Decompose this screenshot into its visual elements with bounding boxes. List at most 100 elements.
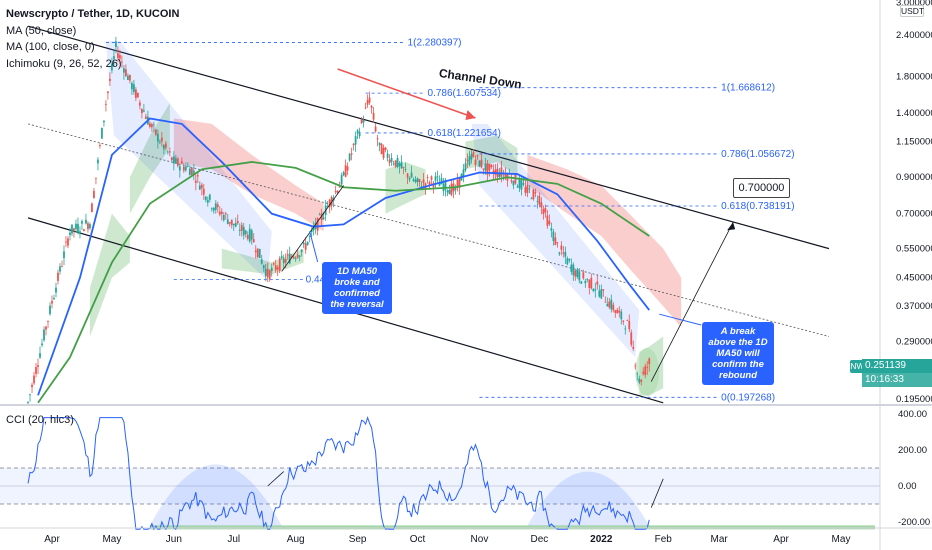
candle-body [248, 228, 251, 242]
candle-body [440, 178, 443, 185]
candle-body [180, 161, 183, 164]
candle-body [550, 228, 553, 231]
candle-body [354, 136, 357, 145]
candle-body [280, 256, 283, 259]
candle-body [582, 272, 585, 279]
cci-pane: 400.00 200.00 0.00 -200.00 [0, 409, 930, 531]
candle-body [178, 166, 181, 171]
legend-ma100[interactable]: MA (100, close, 0) [6, 41, 95, 53]
candle-body [240, 224, 243, 231]
candle-body [554, 237, 557, 246]
channel-upper-line [27, 25, 830, 250]
candle-body [258, 248, 261, 258]
candle-body [630, 332, 633, 345]
y-tick-label: 1.400000 [896, 108, 932, 119]
candle-body [316, 218, 319, 231]
candle-body [254, 250, 257, 253]
candle-body [236, 221, 239, 224]
y-tick-label: 1.150000 [896, 137, 932, 148]
candle-body [67, 238, 69, 246]
candle-body [632, 346, 635, 349]
candle-body [208, 194, 211, 200]
candle-body [115, 41, 117, 48]
candle-body [438, 182, 441, 187]
candle-body [462, 169, 465, 178]
ma50-line [37, 117, 650, 396]
candle-body [196, 175, 199, 177]
legend-symbol[interactable]: Newscrypto / Tether, 1D, KUCOIN [6, 8, 180, 20]
x-tick-label: Oct [410, 534, 426, 545]
candle-body [552, 231, 555, 241]
candle-body [548, 220, 551, 225]
candle-body [262, 265, 265, 269]
candle-body [348, 154, 351, 161]
candle-body [304, 243, 307, 250]
candle-body [216, 204, 219, 208]
candle-body [612, 304, 615, 311]
candle-body [600, 289, 603, 299]
cci-arrow [650, 478, 664, 508]
y-tick-label: 0.450000 [896, 273, 932, 284]
candle-body [31, 384, 33, 388]
candle-body [474, 159, 477, 166]
countdown-tag: 10:16:33 [862, 373, 932, 387]
ichimoku-cloud-bull [129, 103, 170, 214]
candle-body [568, 259, 571, 261]
candle-body [446, 190, 449, 193]
candle-body [69, 232, 71, 236]
candle-body [27, 401, 29, 403]
candle-body [53, 298, 55, 300]
candle-body [608, 301, 611, 308]
currency-badge[interactable]: USDT [900, 5, 925, 17]
candle-body [346, 166, 349, 171]
candle-body [302, 242, 305, 245]
x-tick-label: Aug [287, 534, 305, 545]
candle-body [43, 329, 45, 341]
candle-body [538, 195, 541, 205]
x-tick-label: 2022 [590, 534, 613, 545]
candle-body [224, 213, 227, 215]
candle-body [570, 264, 573, 272]
candle-body [192, 170, 195, 174]
candle-body [206, 200, 209, 203]
candle-body [428, 182, 431, 186]
candle-body [480, 159, 483, 168]
candle-body [426, 177, 429, 178]
legend-ichimoku[interactable]: Ichimoku (9, 26, 52, 26) [6, 57, 122, 70]
candle-body [71, 224, 73, 234]
candle-body [512, 181, 515, 186]
candle-body [390, 157, 393, 162]
projection-arrow-head [727, 222, 736, 231]
fib-level-label: 0.618(0.738191) [721, 201, 794, 212]
legend-ma50[interactable]: MA (50, close) [6, 24, 77, 37]
cci-tick-label: 0.00 [898, 481, 917, 492]
candle-body [162, 144, 165, 150]
candle-body [166, 151, 169, 153]
candle-body [560, 245, 563, 250]
candle-body [530, 198, 533, 200]
candle-body [366, 100, 369, 105]
candle-body [103, 120, 105, 123]
projection-arrow [650, 222, 734, 382]
candle-body [194, 180, 197, 183]
candle-body [83, 229, 85, 232]
candle-body [360, 119, 363, 123]
candle-body [41, 343, 43, 346]
x-tick-label: May [832, 534, 851, 545]
candle-body [188, 168, 191, 176]
candle-body [75, 223, 77, 230]
candle-body [624, 328, 627, 330]
candle-body [202, 188, 205, 195]
candle-body [39, 353, 41, 358]
candle-body [292, 256, 295, 259]
candle-body [107, 91, 109, 94]
candle-body [276, 267, 279, 270]
candle-body [326, 205, 329, 207]
candle-body [634, 365, 637, 367]
candle-body [150, 124, 153, 128]
cci-legend[interactable]: CCI (20, hlc3) [6, 414, 74, 426]
ma100-line [37, 161, 650, 404]
candle-body [256, 248, 259, 258]
candle-body [396, 158, 399, 167]
